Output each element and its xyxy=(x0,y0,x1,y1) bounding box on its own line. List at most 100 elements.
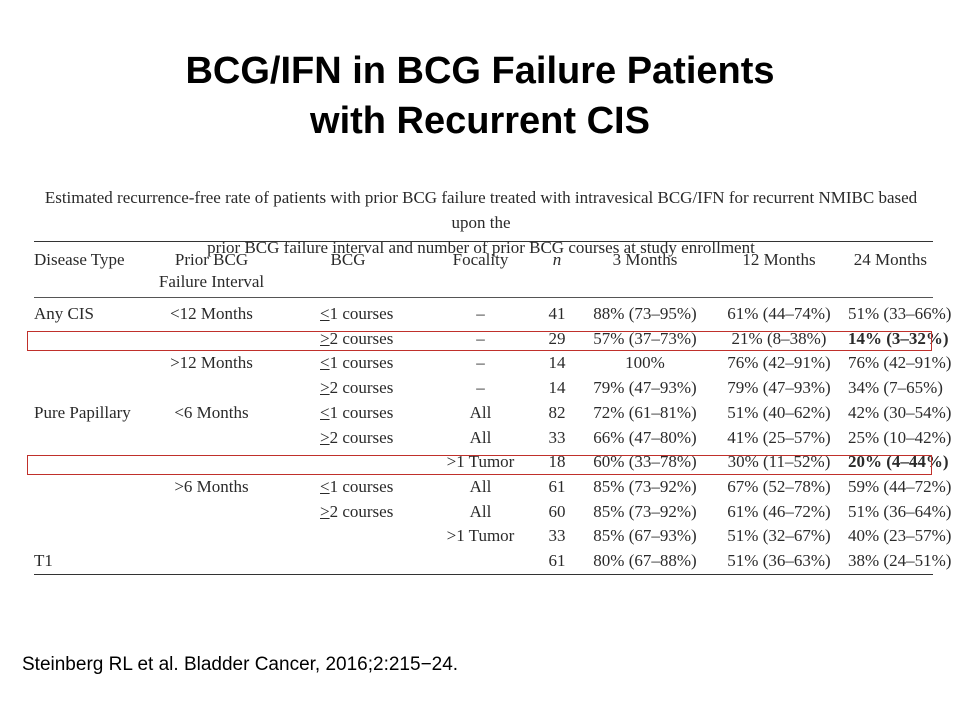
cell-disease-type: Any CIS xyxy=(34,304,94,323)
cell-24-months: 14% (3–32%) xyxy=(848,328,949,348)
cell-prior-bcg-failure-interval: <12 Months xyxy=(170,304,253,323)
header-bcg: BCG xyxy=(269,241,427,298)
cell-disease-type xyxy=(34,500,154,525)
cell-24-months: 42% (30–54%) xyxy=(848,402,952,422)
table-row: >1 Tumor 18 60% (33–78%) 30% (11–52%) 20% (4… xyxy=(34,450,949,475)
table-row: >2 courses All 33 66% (47–80%) 41% (25–57%) 2… xyxy=(34,426,952,451)
cell-3-months: 100% xyxy=(625,353,665,373)
cell-disease-type xyxy=(34,376,154,401)
slide-title-line-1: BCG/IFN in BCG Failure Patients xyxy=(185,50,775,92)
cell-disease-type xyxy=(34,475,154,500)
cell-12-months: 76% (42–91%) xyxy=(727,353,831,373)
cell-3-months: 72% (61–81%) xyxy=(593,402,697,422)
cell-prior-bcg-failure-interval xyxy=(154,426,269,451)
cell-3-months: 79% (47–93%) xyxy=(593,378,697,398)
cell-24-months: 25% (10–42%) xyxy=(848,427,952,447)
cell-prior-bcg-failure-interval xyxy=(154,549,269,574)
citation: Steinberg RL et al. Bladder Cancer, 2016… xyxy=(22,654,459,675)
cell-3-months: 80% (67–88%) xyxy=(593,551,697,571)
bcg-course-count: 1 courses xyxy=(329,402,394,422)
bcg-comparator: > xyxy=(320,328,330,348)
header-n: n xyxy=(534,241,580,298)
header-12-months: 12 Months xyxy=(710,241,848,298)
cell-prior-bcg-failure-interval xyxy=(154,376,269,401)
header-prior-bcg-failure-interval: Prior BCG Failure Interval xyxy=(154,241,269,298)
cell-disease-type xyxy=(34,450,154,475)
cell-n: 18 xyxy=(548,452,566,472)
cell-3-months: 85% (73–92%) xyxy=(593,476,697,496)
cell-n: 82 xyxy=(548,402,566,422)
cell-disease-type xyxy=(34,351,154,376)
cell-focality: – xyxy=(476,378,485,398)
cell-n: 14 xyxy=(548,353,566,373)
cell-3-months: 66% (47–80%) xyxy=(593,427,697,447)
cell-prior-bcg-failure-interval xyxy=(154,327,269,352)
bcg-course-count: 2 courses xyxy=(329,427,394,447)
cell-12-months: 61% (46–72%) xyxy=(727,501,831,521)
cell-n: 61 xyxy=(548,551,566,571)
cell-focality: All xyxy=(469,427,492,447)
header-3-months: 3 Months xyxy=(580,241,710,298)
cell-n: 61 xyxy=(548,476,566,496)
table-header-row: Disease Type Prior BCG Failure Interval … xyxy=(34,241,933,298)
cell-bcg-courses xyxy=(269,549,427,574)
cell-prior-bcg-failure-interval: >6 Months xyxy=(174,476,249,496)
bcg-comparator: > xyxy=(320,501,330,521)
cell-prior-bcg-failure-interval xyxy=(154,500,269,525)
table-row: >6 Months <1 courses All 61 85% (73–92%) 67% … xyxy=(34,475,952,500)
cell-focality: All xyxy=(469,402,492,422)
cell-bcg-courses: >2 courses xyxy=(269,376,427,401)
table-body: Any CIS <12 Months <1 courses – 41 88% (73–95… xyxy=(34,298,952,575)
recurrence-free-rate-table: Disease Type Prior BCG Failure Interval … xyxy=(34,241,952,575)
cell-n: 33 xyxy=(548,526,566,546)
bcg-course-count: 1 courses xyxy=(329,304,394,323)
cell-n: 14 xyxy=(548,378,566,398)
cell-disease-type xyxy=(34,524,154,549)
table-caption-line-1: Estimated recurrence-free rate of patien… xyxy=(44,188,918,232)
cell-12-months: 79% (47–93%) xyxy=(727,378,831,398)
cell-24-months: 51% (36–64%) xyxy=(848,501,952,521)
header-focality: Focality xyxy=(427,241,534,298)
table-row: >1 Tumor 33 85% (67–93%) 51% (32–67%) 40% (2… xyxy=(34,524,952,549)
cell-disease-type: Pure Papillary xyxy=(34,402,131,422)
header-interval-line-1: Prior BCG xyxy=(174,250,249,269)
cell-n: 29 xyxy=(548,328,566,348)
bcg-course-count: 2 courses xyxy=(329,328,394,348)
bcg-course-count: 1 courses xyxy=(329,476,394,496)
header-interval-line-2: Failure Interval xyxy=(158,272,265,291)
cell-disease-type: T1 xyxy=(34,551,53,571)
cell-n: 41 xyxy=(548,304,566,323)
bcg-comparator: < xyxy=(320,304,330,323)
cell-focality xyxy=(427,549,534,574)
slide-title: BCG/IFN in BCG Failure Patients with Rec… xyxy=(0,46,960,146)
cell-focality: >1 Tumor xyxy=(446,526,515,546)
cell-3-months: 57% (37–73%) xyxy=(593,328,697,348)
cell-bcg-courses: >2 courses xyxy=(269,500,427,525)
cell-disease-type xyxy=(34,327,154,352)
cell-disease-type xyxy=(34,426,154,451)
bcg-course-count: 2 courses xyxy=(329,501,394,521)
bcg-comparator: < xyxy=(320,353,330,373)
cell-n: 33 xyxy=(548,427,566,447)
cell-prior-bcg-failure-interval: <6 Months xyxy=(174,402,249,422)
cell-prior-bcg-failure-interval xyxy=(154,450,269,475)
cell-24-months: 20% (4–44%) xyxy=(848,452,949,472)
cell-bcg-courses xyxy=(269,450,427,475)
header-disease-type: Disease Type xyxy=(34,241,154,298)
table-row: >2 courses – 29 57% (37–73%) 21% (8–38%) 14% … xyxy=(34,327,949,352)
bcg-comparator: > xyxy=(320,378,330,398)
cell-bcg-courses xyxy=(269,524,427,549)
table-row: T1 61 80% (67–88%) 51% (36–63%) 38% (24–51%) xyxy=(34,549,951,574)
cell-3-months: 88% (73–95%) xyxy=(593,304,697,323)
bcg-course-count: 2 courses xyxy=(329,378,394,398)
cell-3-months: 60% (33–78%) xyxy=(593,452,697,472)
cell-24-months: 59% (44–72%) xyxy=(848,476,952,496)
cell-24-months: 76% (42–91%) xyxy=(848,353,952,373)
header-24-months: 24 Months xyxy=(848,241,933,298)
cell-bcg-courses: <1 courses xyxy=(269,298,427,327)
cell-prior-bcg-failure-interval xyxy=(154,524,269,549)
cell-3-months: 85% (73–92%) xyxy=(593,501,697,521)
bcg-comparator: > xyxy=(320,427,330,447)
cell-focality: – xyxy=(476,304,485,323)
cell-focality: – xyxy=(476,353,485,373)
